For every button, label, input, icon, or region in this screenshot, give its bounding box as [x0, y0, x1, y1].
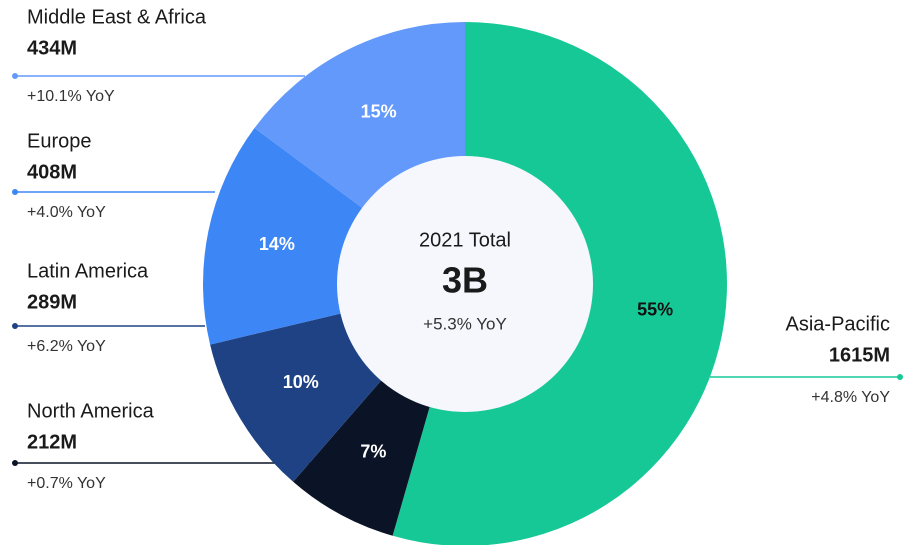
leader-dot [12, 73, 18, 79]
change-label: +4.8% YoY [811, 389, 890, 406]
category-label: Europe [27, 130, 92, 152]
leader-dot [12, 323, 18, 329]
amount-label: 408M [27, 161, 77, 183]
slice-label: 14% [259, 234, 295, 254]
center-label: 2021 Total [419, 229, 511, 251]
slice-label: 7% [360, 441, 386, 461]
category-label: North America [27, 400, 155, 422]
amount-label: 289M [27, 291, 77, 313]
center-value: 3B [442, 260, 488, 301]
slice-label: 15% [361, 101, 397, 121]
slice-label: 10% [283, 372, 319, 392]
change-label: +6.2% YoY [27, 338, 106, 355]
leader-dot [12, 460, 18, 466]
category-label: Middle East & Africa [27, 6, 207, 28]
center-disc [337, 156, 593, 412]
leader-dot [897, 374, 903, 380]
category-label: Asia-Pacific [786, 313, 890, 335]
change-label: +10.1% YoY [27, 88, 115, 105]
amount-label: 1615M [829, 344, 890, 366]
amount-label: 434M [27, 37, 77, 59]
category-label: Latin America [27, 260, 149, 282]
change-label: +4.0% YoY [27, 204, 106, 221]
center-change: +5.3% YoY [423, 314, 507, 333]
change-label: +0.7% YoY [27, 475, 106, 492]
amount-label: 212M [27, 431, 77, 453]
slice-label: 55% [637, 300, 673, 320]
leader-dot [12, 189, 18, 195]
